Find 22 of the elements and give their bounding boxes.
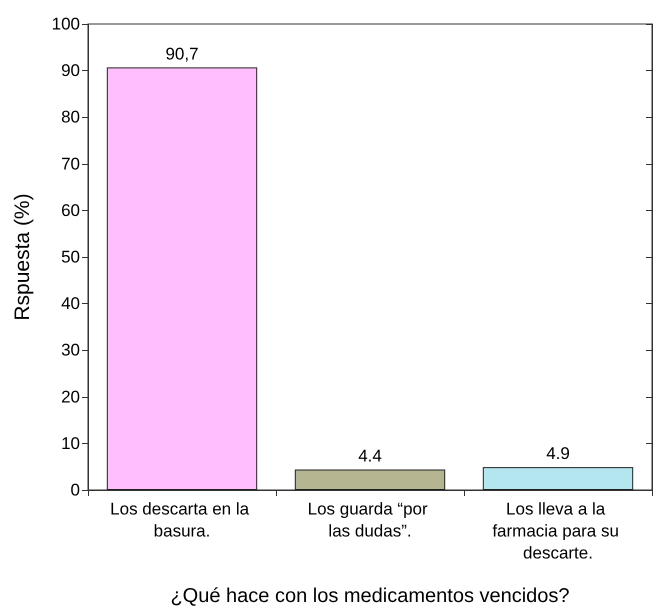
x-tick-label: Los lleva a la farmacia para su descarte. bbox=[492, 500, 624, 562]
y-tick-label: 90 bbox=[61, 61, 80, 80]
x-tick-label: Los guarda “por las dudas”. bbox=[308, 500, 432, 540]
y-tick-label: 60 bbox=[61, 200, 80, 220]
y-tick-label: 10 bbox=[61, 434, 80, 453]
y-tick-label: 50 bbox=[61, 248, 80, 266]
y-tick-label: 0 bbox=[70, 480, 80, 500]
y-tick-label: 20 bbox=[61, 387, 80, 406]
bar bbox=[482, 467, 634, 490]
data-label: 90,7 bbox=[165, 44, 199, 64]
y-tick-label: 80 bbox=[61, 108, 80, 127]
data-label: 4.4 bbox=[358, 446, 382, 466]
bar bbox=[106, 67, 258, 490]
x-axis-title: ¿Qué hace con los medicamentos vencidos? bbox=[170, 585, 570, 607]
y-tick-label: 30 bbox=[61, 340, 80, 360]
y-axis-title: Rspuesta (%) bbox=[11, 193, 34, 321]
bar bbox=[294, 469, 446, 490]
data-label: 4.9 bbox=[546, 444, 570, 464]
x-tick-label: Los descarta en la basura. bbox=[110, 500, 254, 540]
y-tick-label: 70 bbox=[61, 154, 80, 174]
y-tick-label: 100 bbox=[52, 14, 80, 34]
y-tick-label: 40 bbox=[61, 294, 80, 314]
